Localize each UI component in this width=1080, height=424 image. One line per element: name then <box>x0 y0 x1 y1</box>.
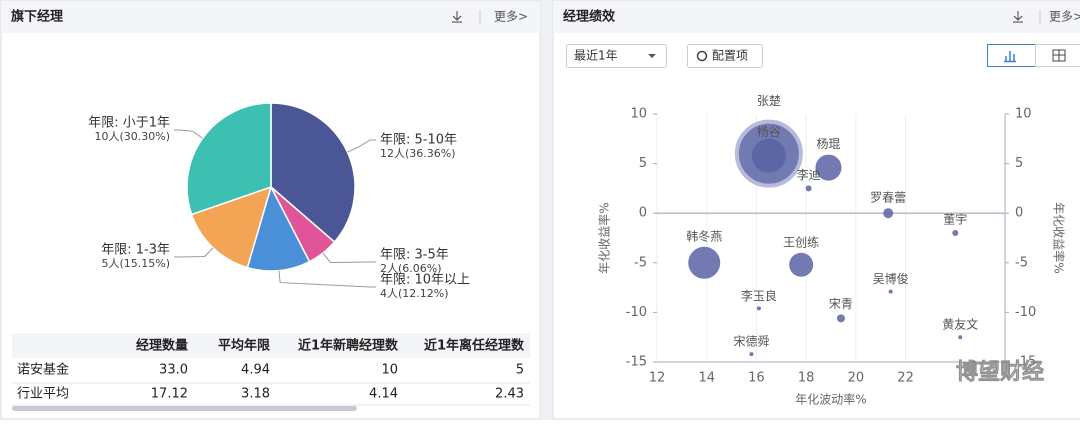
bubble-label: 张楚 <box>757 94 781 108</box>
bubble-label: 杨琨 <box>817 136 841 151</box>
slice-label: 年限: 5-10年 <box>380 133 457 148</box>
table-cell: 5 <box>516 363 524 378</box>
bubble-label: 黄友文 <box>942 317 978 332</box>
y2-tick-label: 5 <box>1015 156 1023 171</box>
x-tick-label: 12 <box>649 371 666 386</box>
table-cell: 17.12 <box>151 387 188 402</box>
table-header: 近1年新聘经理数 <box>298 338 399 354</box>
table-cell: 3.18 <box>241 387 270 402</box>
table-header: 近1年离任经理数 <box>424 338 525 354</box>
y2-tick-label: -10 <box>1015 305 1036 320</box>
bubble <box>752 139 786 173</box>
bubble <box>952 230 958 236</box>
slice-label: 年限: 3-5年 <box>380 248 449 263</box>
chart-toggle[interactable] <box>988 45 1036 67</box>
left-header <box>1 1 540 33</box>
bubble <box>749 352 753 356</box>
x-axis-title: 年化波动率% <box>795 392 866 407</box>
slice-value: 12人(36.36%) <box>380 147 456 160</box>
bubble-label: 韩冬燕 <box>686 228 722 243</box>
x-tick-label: 20 <box>848 371 865 386</box>
table-cell: 诺安基金 <box>17 362 69 378</box>
right-header <box>553 1 1080 33</box>
y2-tick-label: 10 <box>1015 107 1032 122</box>
table-cell: 4.94 <box>241 363 270 378</box>
panel-title: 旗下经理 <box>11 9 63 25</box>
table-cell: 2.43 <box>495 387 524 402</box>
table-header: 平均年限 <box>218 338 271 354</box>
bubble <box>883 208 893 218</box>
bubble-label: 罗春蕾 <box>870 191 906 205</box>
bubble-label: 宋德舜 <box>733 334 769 349</box>
bubble <box>789 253 813 277</box>
y-tick-label: 5 <box>639 156 647 171</box>
bubble <box>958 335 962 339</box>
y2-tick-label: -5 <box>1015 255 1028 270</box>
x-tick-label: 14 <box>698 371 715 386</box>
x-tick-label: 18 <box>798 371 815 386</box>
slice-label: 年限: 1-3年 <box>101 243 170 258</box>
watermark: 博望财经 <box>956 359 1044 385</box>
table-cell: 33.0 <box>159 363 188 378</box>
bubble-label: 李玉良 <box>741 288 777 303</box>
y-axis-title: 年化收益率% <box>597 202 612 273</box>
table-header: 经理数量 <box>136 338 188 354</box>
slice-label: 年限: 10年以上 <box>380 273 470 288</box>
bubble-label: 董宇 <box>943 213 967 227</box>
y-tick-label: 0 <box>639 206 647 221</box>
y-tick-label: -10 <box>626 305 647 320</box>
slice-value: 5人(15.15%) <box>101 257 170 270</box>
table-cell: 10 <box>381 363 398 378</box>
panel-title: 经理绩效 <box>563 9 616 25</box>
y2-axis-title: 年化收益率% <box>1052 202 1067 273</box>
table-cell: 4.14 <box>369 387 398 402</box>
slice-value: 10人(30.30%) <box>94 130 170 143</box>
y-tick-label: -5 <box>634 255 647 270</box>
x-tick-label: 16 <box>748 371 765 386</box>
more-link[interactable]: 更多> <box>1049 10 1080 24</box>
bubble <box>837 314 845 322</box>
bubble <box>806 185 812 191</box>
x-tick-label: 22 <box>897 371 914 386</box>
slice-label: 年限: 小于1年 <box>88 116 170 131</box>
y-tick-label: 10 <box>630 107 647 122</box>
y-tick-label: -15 <box>626 355 647 370</box>
more-link[interactable]: 更多> <box>494 10 528 24</box>
slice-value: 4人(12.12%) <box>380 287 449 300</box>
bubble-label: 王创练 <box>783 234 819 249</box>
bubble <box>757 306 761 310</box>
config-label: 配置项 <box>712 49 748 63</box>
scrollbar[interactable] <box>12 406 357 411</box>
bubble-label: 宋青 <box>829 296 853 311</box>
bubble-label: 李迪 <box>797 167 821 182</box>
bubble <box>889 290 893 294</box>
bubble-label: 吴博俊 <box>873 271 909 286</box>
y2-tick-label: 0 <box>1015 206 1023 221</box>
bubble-label: 杨谷 <box>757 124 781 139</box>
bubble <box>688 247 720 279</box>
table-cell: 行业平均 <box>17 387 69 402</box>
dropdown-value: 最近1年 <box>574 49 618 63</box>
